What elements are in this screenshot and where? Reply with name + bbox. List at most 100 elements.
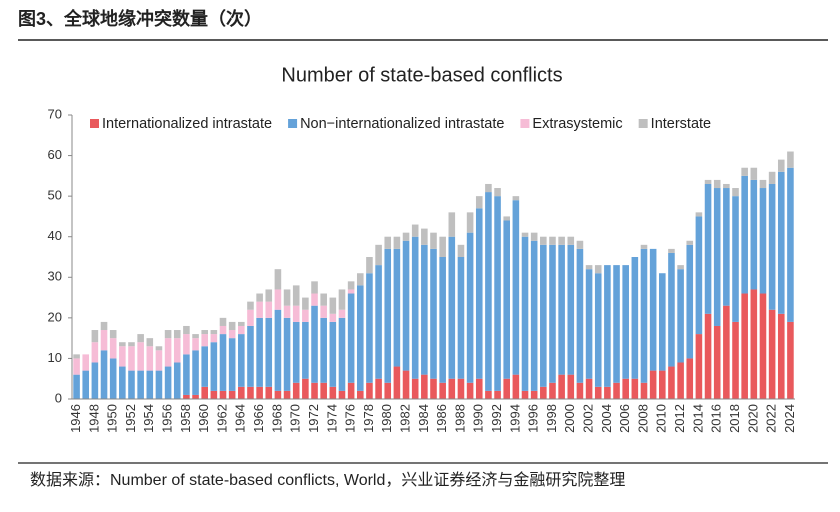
bar-segment: [640, 244, 648, 249]
bar-segment: [219, 317, 227, 326]
x-tick-label: 1988: [452, 404, 467, 433]
bar-segment: [421, 374, 428, 399]
bar-segment: [439, 257, 446, 383]
legend-label: Non−internationalized intrastate: [300, 116, 504, 132]
x-tick-label: 1968: [269, 404, 284, 433]
bar-segment: [338, 309, 346, 318]
bar-segment: [192, 394, 199, 399]
bar-segment: [137, 342, 144, 371]
bar-segment: [73, 358, 80, 375]
bar-segment: [723, 188, 730, 306]
bar-segment: [311, 382, 318, 399]
bar-segment: [485, 183, 492, 193]
x-tick-label: 1956: [160, 404, 175, 433]
legend-label: Interstate: [651, 116, 711, 132]
bar-segment: [82, 370, 90, 399]
bar-segment: [375, 378, 382, 399]
bar-segment: [686, 244, 694, 359]
y-tick-label: 60: [48, 147, 62, 162]
bar-segment: [356, 390, 364, 399]
bar-segment: [777, 171, 785, 314]
bar-segment: [119, 346, 126, 367]
x-tick-label: 1954: [141, 404, 156, 433]
y-tick-label: 10: [48, 350, 62, 365]
bar-segment: [100, 350, 108, 399]
bar-segment: [292, 285, 300, 306]
bar-segment: [302, 378, 309, 399]
bar-segment: [210, 334, 218, 343]
bar-segment: [146, 370, 154, 399]
bar-segment: [640, 382, 648, 399]
bar-segment: [119, 366, 126, 399]
bar-segment: [741, 167, 748, 176]
bar-segment: [228, 338, 236, 391]
legend-swatch: [288, 119, 298, 128]
x-tick-label: 1964: [233, 404, 248, 433]
bar-segment: [521, 236, 529, 391]
bar-segment: [338, 317, 346, 391]
bar-segment: [613, 265, 620, 383]
bar-segment: [173, 330, 181, 339]
bar-segment: [256, 293, 263, 302]
x-tick-label: 1982: [397, 404, 412, 433]
bar-segment: [320, 317, 327, 383]
bar-segment: [329, 386, 337, 399]
bar-segment: [201, 386, 208, 399]
bar-segment: [375, 265, 382, 379]
bar-segment: [686, 240, 694, 245]
x-tick-label: 1966: [251, 404, 266, 433]
bar-segment: [585, 378, 593, 399]
bar-segment: [475, 208, 483, 379]
bar-segment: [274, 309, 282, 391]
bar-segment: [466, 382, 474, 399]
bar-segment: [448, 378, 456, 399]
bar-segment: [466, 232, 474, 383]
bar-segment: [137, 370, 144, 399]
bar-segment: [677, 265, 684, 270]
bar-segment: [320, 382, 327, 399]
bar-segment: [402, 232, 410, 241]
bar-segment: [311, 281, 318, 294]
bar-segment: [274, 289, 282, 310]
bar-segment: [668, 366, 675, 399]
bar-segment: [759, 188, 767, 294]
bar-segment: [668, 248, 675, 253]
x-tick-label: 2012: [672, 404, 687, 433]
bar-segment: [704, 179, 712, 184]
bar-segment: [155, 350, 163, 371]
legend-swatch: [90, 119, 99, 128]
bar-segment: [228, 390, 236, 399]
x-tick-label: 1946: [68, 404, 83, 433]
x-tick-label: 2020: [745, 404, 760, 433]
bar-segment: [713, 179, 721, 189]
bar-segment: [640, 248, 648, 383]
bar-segment: [540, 386, 547, 399]
bar-segment: [91, 342, 99, 363]
x-tick-label: 1978: [361, 404, 376, 433]
bar-segment: [723, 183, 730, 189]
bar-segment: [265, 317, 273, 387]
bar-segment: [238, 334, 245, 387]
bar-segment: [283, 305, 291, 318]
bar-segment: [558, 244, 565, 375]
bar-segment: [219, 325, 227, 335]
bar-segment: [238, 386, 245, 399]
bar-segment: [713, 188, 721, 326]
x-tick-label: 2000: [562, 404, 577, 433]
bar-segment: [768, 183, 776, 310]
bar-segment: [466, 212, 474, 233]
bar-segment: [173, 362, 181, 399]
bar-segment: [411, 378, 419, 399]
bar-segment: [439, 382, 446, 399]
bar-segment: [109, 330, 117, 339]
bar-segment: [192, 334, 199, 339]
bar-segment: [540, 244, 547, 387]
bar-segment: [594, 386, 602, 399]
y-tick-label: 20: [48, 309, 62, 324]
bar-segment: [567, 236, 575, 245]
bar-segment: [777, 313, 785, 399]
bar-segment: [329, 321, 337, 387]
bar-segment: [164, 330, 172, 339]
x-tick-label: 2010: [654, 404, 669, 433]
bar-segment: [283, 289, 291, 306]
